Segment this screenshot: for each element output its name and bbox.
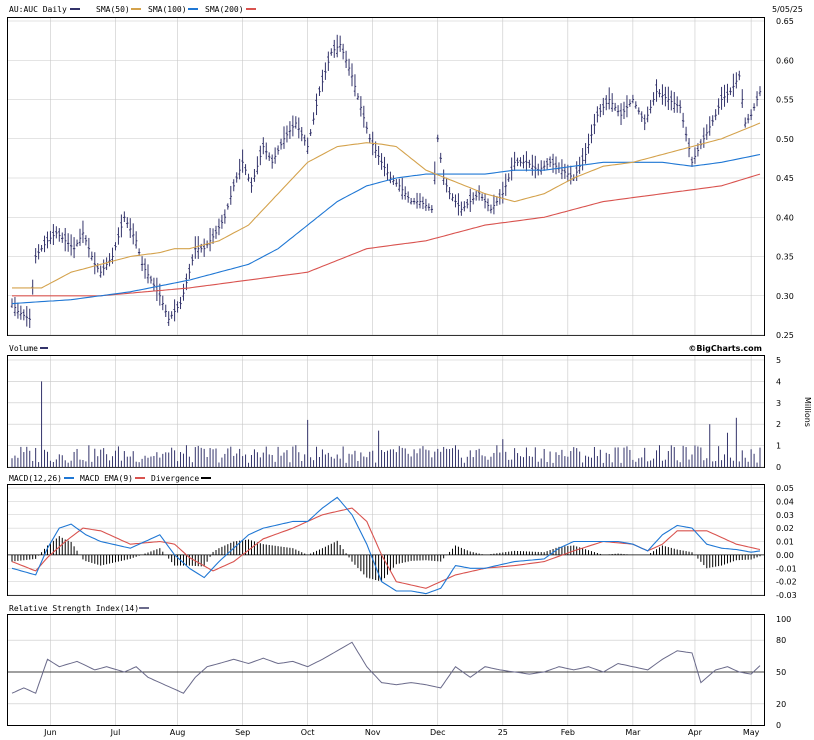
rsi-line [11, 641, 761, 694]
macd-line [11, 496, 761, 595]
x-tick-label: 25 [498, 728, 508, 737]
sma50-line [12, 122, 761, 289]
price-y-tick: 0.65 [776, 17, 794, 26]
x-tick-label: May [743, 728, 760, 737]
x-tick-label: Feb [561, 728, 575, 737]
price-y-tick: 0.50 [776, 135, 794, 144]
macd-legend-label: MACD(12,26) [9, 474, 62, 483]
macd-swatch [64, 477, 74, 479]
legend-sma50-label: SMA(50) [96, 5, 130, 14]
macd-y-tick: 0.03 [776, 511, 794, 520]
x-tick-label: Jul [110, 728, 121, 737]
macd-y-tick: 0.04 [776, 497, 794, 506]
macd-y-tick: 0.00 [776, 551, 794, 560]
macd-y-tick: -0.03 [776, 591, 797, 600]
chart-date: 5/05/25 [772, 5, 803, 14]
volume-y-tick: 5 [776, 356, 781, 365]
x-tick-label: Apr [688, 728, 703, 737]
price-panel [7, 17, 765, 336]
macd-divergence-bars [11, 536, 761, 582]
price-y-tick: 0.45 [776, 174, 794, 183]
volume-y-tick: 2 [776, 420, 781, 429]
sma200-line [12, 173, 761, 297]
volume-y-tick: 1 [776, 442, 781, 451]
rsi-legend-label: Relative Strength Index(14) [9, 604, 139, 613]
price-y-tick: 0.60 [776, 56, 794, 65]
signal-swatch [135, 477, 145, 479]
legend-sma100-label: SMA(100) [148, 5, 187, 14]
legend-sma200-label: SMA(200) [205, 5, 244, 14]
price-bars [10, 34, 762, 328]
volume-legend-swatch [40, 347, 48, 349]
price-y-tick: 0.25 [776, 331, 794, 340]
signal-legend-label: MACD EMA(9) [80, 474, 133, 483]
rsi-y-tick: 20 [776, 700, 786, 709]
x-tick-label: Mar [625, 728, 641, 737]
rsi-swatch [139, 607, 149, 609]
macd-y-tick: 0.05 [776, 484, 794, 493]
grid [8, 18, 764, 725]
divergence-legend-label: Divergence [151, 474, 199, 483]
source-credit: ©BigCharts.com [688, 344, 762, 353]
rsi-panel [7, 614, 765, 726]
macd-panel [7, 484, 765, 596]
sma50-swatch [131, 8, 141, 10]
x-tick-label: Sep [235, 728, 250, 737]
macd-y-tick: -0.01 [776, 564, 797, 573]
x-tick-label: Jun [43, 728, 57, 737]
price-y-tick: 0.30 [776, 292, 794, 301]
axis-ticks: Jun Jul Aug Sep Oct Nov Dec 25 Feb Mar Apr May0.650… [43, 17, 797, 737]
macd-y-tick: -0.02 [776, 578, 797, 587]
sma200-swatch [246, 8, 256, 10]
sma100-line [11, 153, 761, 305]
price-y-tick: 0.40 [776, 213, 794, 222]
chart-title: AU:AUC Daily [9, 5, 67, 14]
volume-title: Volume [9, 344, 38, 353]
x-tick-label: Nov [365, 728, 381, 737]
x-tick-label: Dec [430, 728, 445, 737]
macd-y-tick: 0.02 [776, 524, 794, 533]
indicator-lines [11, 122, 761, 694]
x-tick-label: Oct [301, 728, 315, 737]
sma100-swatch [188, 8, 198, 10]
volume-y-tick: 0 [776, 463, 781, 472]
rsi-y-tick: 100 [776, 615, 791, 624]
volume-axis-label: Millions [803, 397, 812, 427]
divergence-swatch [201, 477, 211, 479]
volume-y-tick: 3 [776, 399, 781, 408]
price-legend-swatch [70, 8, 80, 10]
x-tick-label: Aug [170, 728, 186, 737]
rsi-y-tick: 50 [776, 668, 786, 677]
volume-bars [11, 381, 761, 467]
rsi-y-tick: 80 [776, 636, 786, 645]
volume-panel [7, 355, 765, 468]
volume-y-tick: 4 [776, 377, 781, 386]
price-y-tick: 0.55 [776, 96, 794, 105]
rsi-y-tick: 0 [776, 721, 781, 730]
macd-y-tick: 0.01 [776, 538, 794, 547]
price-y-tick: 0.35 [776, 253, 794, 262]
